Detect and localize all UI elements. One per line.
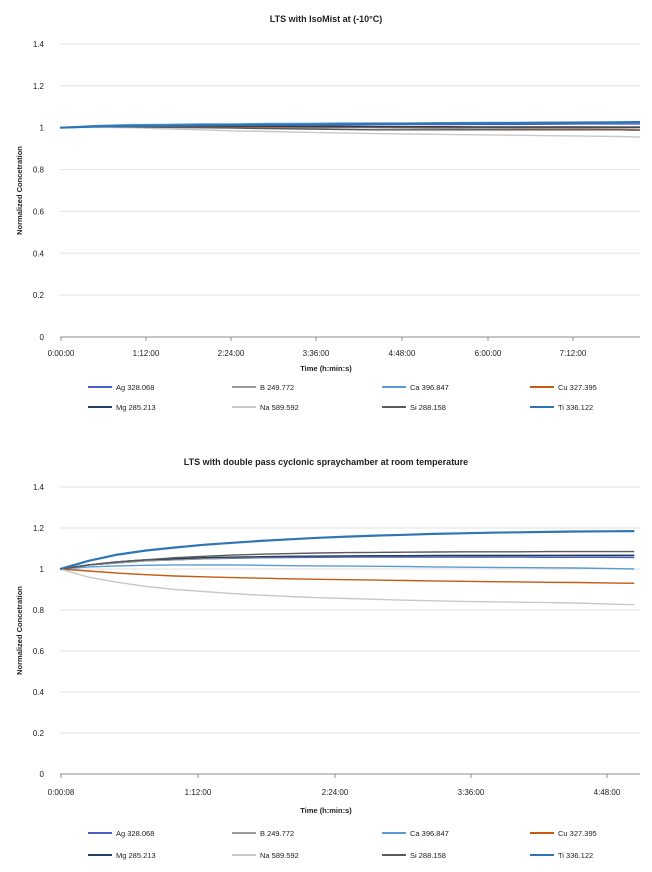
x-tick-label: 7:12:00 [560,349,587,358]
legend-entry: Cu 327.395 [558,829,597,838]
chart-title: LTS with double pass cyclonic spraychamb… [184,457,468,467]
x-tick-label: 4:48:00 [594,788,621,797]
y-tick-label: 0.8 [33,606,45,615]
legend-entry: B 249.772 [260,383,294,392]
x-tick-label: 6:00:00 [475,349,502,358]
series-line-na [59,568,635,606]
y-tick-label: 0.4 [33,688,45,697]
y-tick-label: 0.8 [33,166,45,175]
legend-entry: Ca 396.847 [410,383,449,392]
series-line-si [59,550,635,570]
y-tick-label: 1 [40,565,45,574]
legend-entry: Ti 336.122 [558,851,593,860]
y-tick-label: 0.6 [33,207,45,216]
legend-entry: Mg 285.213 [116,851,156,860]
y-tick-label: 0 [40,770,45,779]
series-line-cu [59,568,635,584]
legend-entry: Ag 328.068 [116,829,154,838]
y-tick-label: 0.6 [33,647,45,656]
y-axis-label: Normalized Concetration [15,146,24,235]
legend-entry: B 249.772 [260,829,294,838]
y-tick-label: 1.2 [33,524,45,533]
legend-entry: Ca 396.847 [410,829,449,838]
legend-entry: Na 589.592 [260,403,299,412]
x-tick-label: 2:24:00 [322,788,349,797]
y-tick-label: 0.2 [33,291,45,300]
y-tick-label: 0 [40,333,45,342]
x-tick-label: 1:12:00 [185,788,212,797]
y-tick-label: 1.4 [33,483,45,492]
chart-title: LTS with IsoMist at (-10°C) [270,14,382,24]
y-axis-label: Normalized Concetration [15,586,24,675]
series-line-ti [59,121,641,129]
y-tick-label: 1.2 [33,82,45,91]
x-tick-label: 3:36:00 [458,788,485,797]
legend-entry: Ti 336.122 [558,403,593,412]
series-line-ti [59,530,635,571]
x-tick-label: 3:36:00 [303,349,330,358]
legend-entry: Na 589.592 [260,851,299,860]
legend-entry: Ag 328.068 [116,383,154,392]
series-line-si [59,125,641,131]
legend-entry: Mg 285.213 [116,403,156,412]
legend-entry: Si 288.158 [410,851,446,860]
x-axis-label: Time (h:min:s) [300,806,352,815]
y-tick-label: 0.4 [33,249,45,258]
x-tick-label: 2:24:00 [218,349,245,358]
legend-entry: Si 288.158 [410,403,446,412]
series-line-ca [59,564,635,570]
series-line-na [59,126,641,138]
chart-2: LTS with double pass cyclonic spraychamb… [15,457,640,860]
x-tick-label: 0:00:08 [48,788,75,797]
x-tick-label: 4:48:00 [389,349,416,358]
x-tick-label: 1:12:00 [133,349,160,358]
x-axis-label: Time (h:min:s) [300,364,352,373]
chart-1: LTS with IsoMist at (-10°C) 0 0.2 0.4 0.6 0.8… [15,14,641,412]
x-tick-label: 0:00:00 [48,349,75,358]
y-tick-label: 1 [40,124,45,133]
y-tick-label: 1.4 [33,40,45,49]
y-tick-label: 0.2 [33,729,45,738]
legend-entry: Cu 327.395 [558,383,597,392]
